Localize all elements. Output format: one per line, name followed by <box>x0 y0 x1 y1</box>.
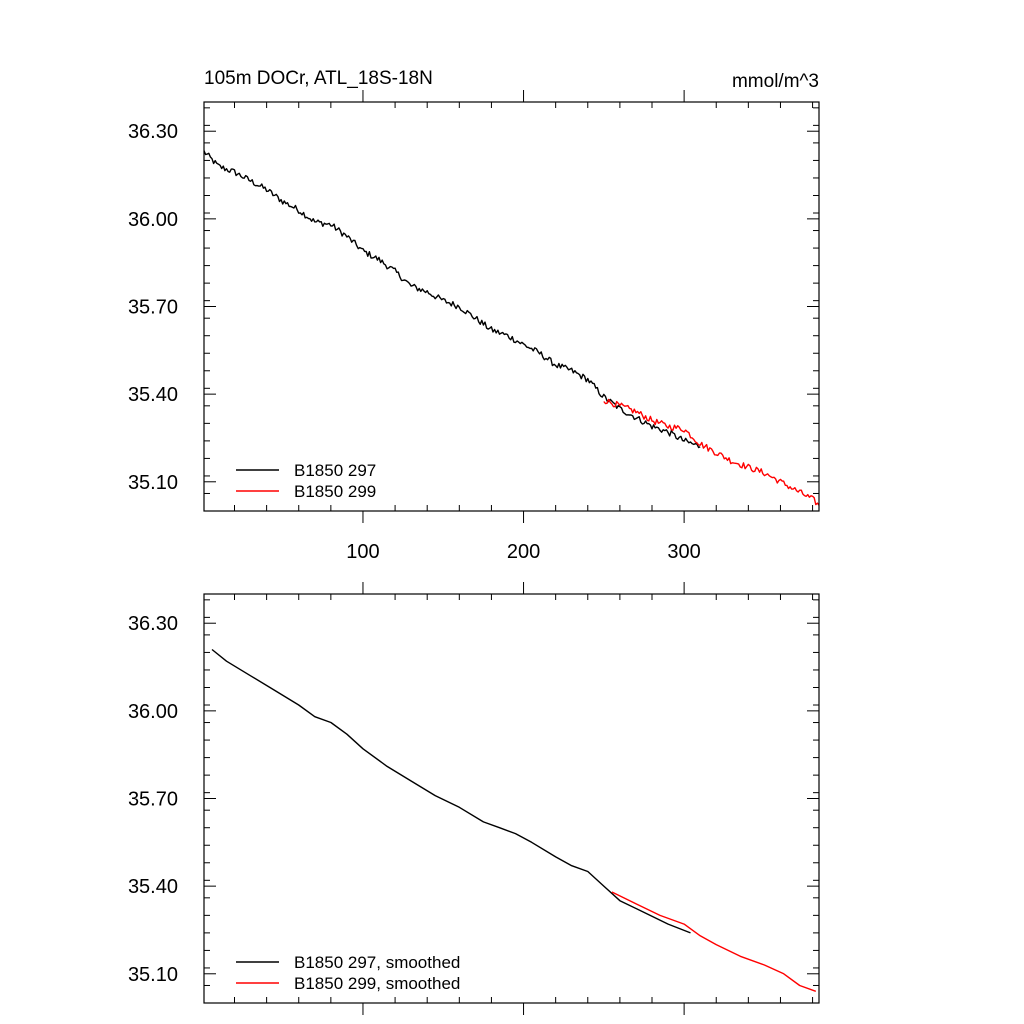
series-line-1 <box>611 891 817 992</box>
bottom-panel: 35.10 35.40 35.70 36.00 36.30 B1850 297, smo… <box>128 582 820 1015</box>
legend-label-b1850-299: B1850 299 <box>294 482 376 501</box>
y-tick-label: 35.40 <box>128 876 178 898</box>
y-tick-label: 36.30 <box>128 613 178 635</box>
series-line-0 <box>203 150 701 449</box>
legend-label-b1850-297-smoothed: B1850 297, smoothed <box>294 953 460 972</box>
top-plot-frame <box>203 101 820 512</box>
units-label: mmol/m^3 <box>732 71 819 92</box>
y-tick-label: 35.70 <box>128 297 178 319</box>
legend-label-b1850-297: B1850 297 <box>294 461 376 480</box>
bottom-series-layer <box>211 648 817 992</box>
y-tick-label: 36.00 <box>128 209 178 231</box>
bottom-axis-ticks: 35.10 35.40 35.70 36.00 36.30 <box>128 582 819 1015</box>
series-line-0 <box>211 648 691 934</box>
legend-label-b1850-299-smoothed: B1850 299, smoothed <box>294 974 460 993</box>
y-tick-label: 35.10 <box>128 964 178 986</box>
x-tick-label: 200 <box>507 541 540 563</box>
bottom-plot-frame <box>203 593 820 1004</box>
top-series-layer <box>203 150 820 506</box>
top-legend: B1850 297 B1850 299 <box>236 461 376 501</box>
y-tick-label: 35.70 <box>128 789 178 811</box>
y-tick-label: 36.00 <box>128 701 178 723</box>
bottom-legend: B1850 297, smoothed B1850 299, smoothed <box>236 953 460 993</box>
x-tick-label: 100 <box>346 541 379 563</box>
chart-title: 105m DOCr, ATL_18S-18N <box>204 68 433 89</box>
series-line-1 <box>603 398 820 506</box>
top-panel: 105m DOCr, ATL_18S-18N mmol/m^3 35.1035.… <box>128 68 820 563</box>
y-tick-label: 36.30 <box>128 121 178 143</box>
top-axis-ticks: 35.10 35.40 35.70 36.00 36.30 100 200 300 <box>128 90 819 563</box>
y-tick-label: 35.10 <box>128 472 178 494</box>
x-tick-label: 300 <box>667 541 700 563</box>
y-tick-label: 35.40 <box>128 384 178 406</box>
